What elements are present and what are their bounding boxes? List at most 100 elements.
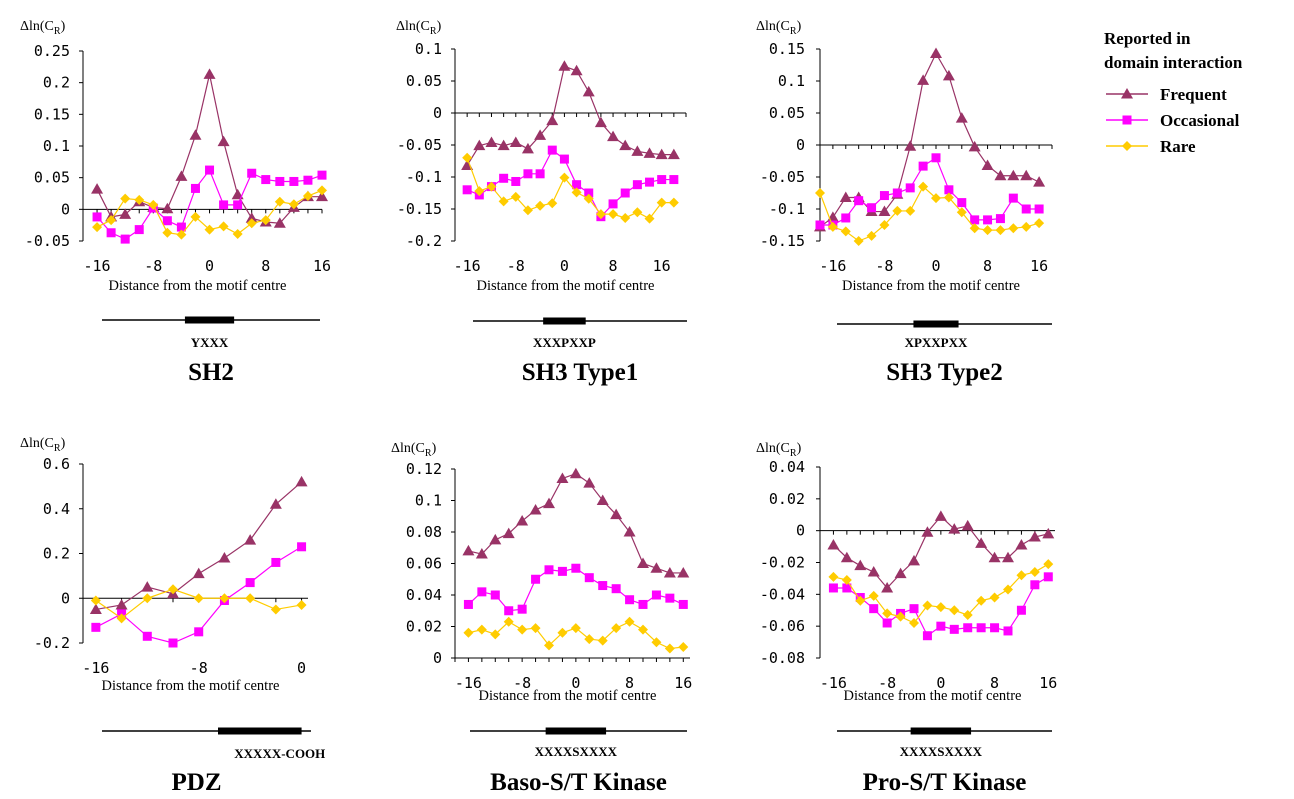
data-point-rare	[1008, 223, 1018, 233]
data-point-rare	[1043, 559, 1053, 569]
data-point-frequent	[193, 568, 205, 579]
data-point-occasional	[169, 639, 178, 648]
y-axis-label: Δln(CR)	[391, 441, 437, 459]
data-point-occasional	[219, 200, 228, 209]
data-point-rare	[462, 153, 472, 163]
motif-bar	[218, 728, 302, 735]
data-point-occasional	[609, 199, 618, 208]
y-tick-label: 0.2	[43, 74, 70, 92]
data-point-frequent	[204, 68, 216, 79]
y-tick-label: 0.08	[406, 523, 442, 541]
data-point-occasional	[977, 623, 986, 632]
y-tick-label: 0.02	[406, 618, 442, 636]
legend-label: Rare	[1160, 137, 1196, 156]
legend-title: Reported in	[1104, 29, 1191, 48]
x-tick-label: 0	[931, 257, 940, 275]
data-point-frequent	[141, 581, 153, 592]
x-tick-label: -16	[819, 257, 846, 275]
y-tick-label: 0.1	[778, 72, 805, 90]
data-point-occasional	[1030, 580, 1039, 589]
data-point-frequent	[840, 191, 852, 202]
data-point-occasional	[679, 600, 688, 609]
data-point-frequent	[218, 136, 230, 147]
data-point-frequent	[917, 74, 929, 85]
y-tick-label: 0	[61, 589, 70, 607]
y-tick-label: 0.02	[769, 490, 805, 508]
data-point-rare	[531, 623, 541, 633]
motif-bar	[546, 728, 606, 735]
chart-panel-1: 0.250.20.150.10.050-0.05-16 -8 0 8 16Distanc…	[20, 19, 331, 386]
y-tick-label: 0	[433, 104, 442, 122]
data-point-occasional	[261, 175, 270, 184]
data-point-frequent	[218, 552, 230, 563]
legend: Reported indomain interactionFrequentOcc…	[1104, 29, 1243, 156]
data-point-frequent	[91, 183, 103, 194]
data-point-frequent	[619, 140, 631, 151]
motif-bar	[913, 321, 958, 328]
data-point-rare	[275, 197, 285, 207]
data-point-rare	[678, 642, 688, 652]
y-tick-label: -0.08	[760, 649, 805, 667]
y-tick-label: 0.1	[415, 492, 442, 510]
data-point-rare	[841, 226, 851, 236]
legend-label: Occasional	[1160, 111, 1240, 130]
data-point-frequent	[624, 526, 636, 537]
y-tick-label: -0.05	[397, 136, 442, 154]
y-tick-label: 0.06	[406, 555, 442, 573]
data-point-occasional	[957, 198, 966, 207]
data-point-rare	[882, 608, 892, 618]
data-point-frequent	[1042, 528, 1054, 539]
data-point-occasional	[191, 184, 200, 193]
data-point-occasional	[499, 174, 508, 183]
data-point-frequent	[571, 65, 583, 76]
data-point-occasional	[633, 180, 642, 189]
x-tick-label: -8	[875, 257, 893, 275]
data-point-occasional	[829, 583, 838, 592]
y-axis-label: Δln(CR)	[756, 19, 802, 37]
data-point-occasional	[523, 169, 532, 178]
data-point-occasional	[639, 600, 648, 609]
data-point-occasional	[504, 606, 513, 615]
data-point-occasional	[1017, 606, 1026, 615]
data-point-frequent	[975, 537, 987, 548]
data-point-frequent	[943, 70, 955, 81]
data-point-frequent	[570, 468, 582, 479]
data-point-rare	[620, 213, 630, 223]
x-tick-label: -8	[507, 257, 525, 275]
series-line-occasional	[820, 158, 1039, 225]
data-point-occasional	[194, 627, 203, 636]
data-point-occasional	[463, 185, 472, 194]
x-axis-label: Distance from the motif centre	[842, 278, 1020, 294]
data-point-occasional	[303, 176, 312, 185]
data-point-occasional	[669, 175, 678, 184]
data-point-occasional	[536, 169, 545, 178]
data-point-rare	[983, 225, 993, 235]
data-point-frequent	[982, 159, 994, 170]
data-point-rare	[233, 229, 243, 239]
x-axis-label: Distance from the motif centre	[102, 678, 280, 694]
data-point-frequent	[1020, 170, 1032, 181]
series-line-rare	[833, 564, 1048, 623]
data-point-occasional	[545, 565, 554, 574]
data-point-frequent	[556, 472, 568, 483]
data-point-occasional	[841, 213, 850, 222]
data-point-occasional	[612, 584, 621, 593]
data-point-occasional	[1035, 205, 1044, 214]
data-point-occasional	[936, 622, 945, 631]
series-line-frequent	[467, 66, 674, 165]
data-point-occasional	[275, 177, 284, 186]
motif-label: XXXXSXXXX	[535, 744, 618, 759]
data-point-occasional	[247, 169, 256, 178]
data-point-occasional	[135, 225, 144, 234]
legend-marker-rare	[1122, 141, 1132, 151]
data-point-occasional	[1022, 205, 1031, 214]
data-point-rare	[463, 628, 473, 638]
data-point-rare	[477, 625, 487, 635]
chart-title: SH3 Type2	[886, 359, 1002, 386]
x-tick-label: 0	[560, 257, 569, 275]
chart-title: SH2	[188, 359, 234, 386]
data-point-frequent	[116, 599, 128, 610]
data-point-occasional	[867, 203, 876, 212]
data-point-rare	[909, 618, 919, 628]
